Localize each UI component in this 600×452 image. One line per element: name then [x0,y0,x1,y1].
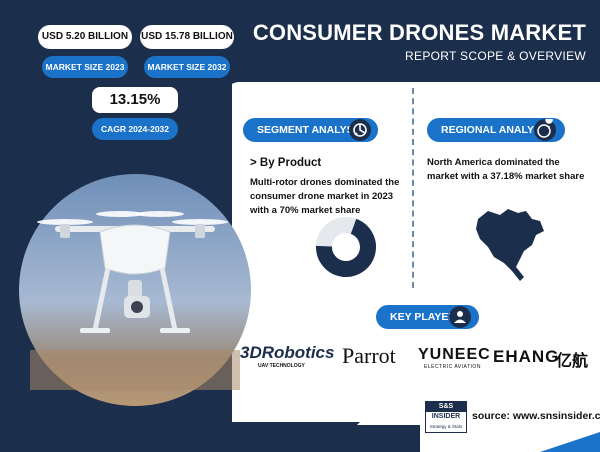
logo-yuneec-tagline: ELECTRIC AVIATION [424,364,481,370]
market-size-2032-value: USD 15.78 BILLION [140,25,234,49]
regional-description: North America dominated the market with … [427,157,585,182]
sns-insider-logo: S&S INSIDER Strategy & Stats [425,401,467,433]
logo-3drobotics-tagline: UAV TECHNOLOGY [258,363,305,369]
cagr-label: CAGR 2024-2032 [92,118,178,140]
segment-share-donut [316,217,376,277]
segment-subheading: > By Product [250,157,322,169]
globe-pin-icon [534,116,556,141]
logo-parrot: Parrot [342,343,396,368]
market-size-2032-label: MARKET SIZE 2032 [144,56,230,78]
drone-illustration [37,211,228,333]
person-icon [449,306,471,328]
north-america-map [476,209,544,281]
section-divider [412,88,414,288]
logo-3drobotics: 3DRobotics [240,343,335,362]
segment-icon [349,119,371,141]
segment-description: Multi-rotor drones dominated the consume… [250,177,400,216]
market-size-2023-value: USD 5.20 BILLION [38,25,132,49]
logo-ehang: EHANG [493,347,560,366]
page-subtitle: REPORT SCOPE & OVERVIEW [405,49,586,63]
cagr-value: 13.15% [92,87,178,113]
source-link[interactable]: source: www.snsinsider.com [472,410,600,422]
logo-ehang-chinese: 亿航 [556,353,589,370]
market-size-2023-label: MARKET SIZE 2023 [42,56,128,78]
sns-logo-top: S&S [426,402,466,412]
donut-share-arc [316,218,376,277]
logo-yuneec: YUNEEC [418,346,491,363]
page-title: CONSUMER DRONES MARKET [252,20,586,45]
sns-logo-bottom: Strategy & Stats [429,424,463,429]
sns-logo-mid: INSIDER [431,413,461,420]
